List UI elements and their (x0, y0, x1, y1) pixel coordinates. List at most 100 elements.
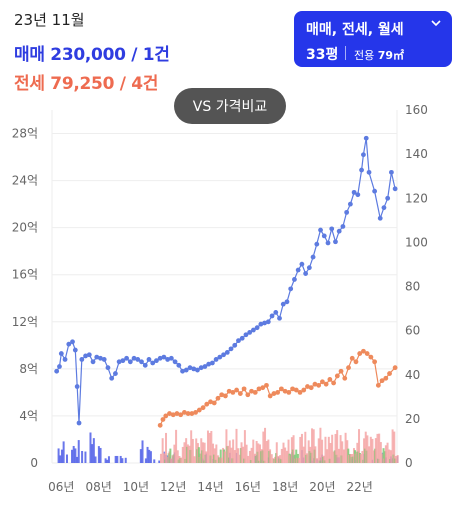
lease-volume-bar (282, 442, 285, 463)
sale-price-point (58, 351, 64, 356)
lease-price-point (320, 379, 325, 385)
sale-price-point (198, 365, 204, 371)
lease-volume-bar (359, 454, 362, 463)
sale-price-point (325, 240, 331, 246)
lease-volume-bar (176, 450, 179, 463)
lease-volume-bar (394, 456, 397, 463)
lease-price-point (211, 400, 217, 406)
lease-volume-bar (339, 435, 342, 463)
lease-volume-bar (230, 447, 233, 463)
sale-volume-bar (124, 457, 127, 463)
lease-price-point (226, 388, 232, 394)
lease-price-point (305, 384, 310, 389)
sale-price-point (57, 364, 62, 369)
lease-price-point (241, 386, 247, 392)
lease-volume-bar (242, 446, 245, 463)
sale-price-point (72, 347, 78, 353)
lease-volume-bar (324, 436, 327, 463)
lease-price-point (196, 407, 202, 413)
y-left-tick-label: 28억 (12, 127, 38, 141)
lease-price-point (174, 411, 180, 416)
sale-price-point (54, 368, 60, 374)
lease-volume-bar (175, 429, 178, 463)
lease-volume-bar (312, 429, 315, 463)
sale-volume-bar (71, 449, 74, 463)
lease-price-point (219, 392, 225, 398)
sale-volume-bar (62, 441, 65, 463)
lease-volume-bar (344, 432, 347, 463)
sale-price-point (206, 361, 212, 367)
sale-volume-bar (106, 459, 109, 463)
lease-volume-bar (235, 428, 238, 463)
trade-type-filter-button[interactable]: 매매, 전세, 월세 33평 전용 79㎡ (294, 11, 452, 67)
sale-price-point (254, 325, 260, 331)
lease-volume-bar (321, 439, 324, 463)
lease-price-point (387, 371, 392, 376)
sale-price-point (168, 355, 174, 361)
lease-price-point (260, 385, 266, 391)
lease-price-point (170, 412, 176, 418)
sale-price-point (295, 267, 301, 273)
sale-volume-bar (119, 455, 122, 463)
monthly-rent-volume-bar (295, 449, 298, 463)
lease-volume-bar (161, 438, 164, 463)
sale-volume-bar (76, 456, 79, 463)
lease-price-point (342, 375, 348, 381)
y-right-tick-label: 140 (405, 147, 428, 161)
sale-price-point (265, 319, 271, 325)
lease-volume-bar (243, 430, 246, 463)
y-left-tick-label: 24억 (12, 174, 38, 188)
sale-price-point (344, 209, 350, 215)
sale-price-point (180, 368, 185, 374)
sale-price-point (66, 341, 72, 347)
lease-price-point (267, 393, 273, 399)
monthly-rent-volume-bar (382, 448, 385, 463)
sale-price-point (273, 309, 279, 315)
lease-price-point (383, 375, 389, 381)
lease-price-point (264, 382, 269, 388)
x-tick-label: 12년 (160, 480, 186, 494)
lease-volume-bar (342, 449, 345, 463)
sale-price-point (236, 338, 241, 344)
lease-volume-bar (159, 453, 162, 463)
lease-volume-bar (206, 430, 209, 463)
x-tick-label: 14년 (197, 480, 223, 494)
lease-volume-bar (205, 451, 208, 463)
lease-price-point (157, 422, 163, 428)
sale-price-point (94, 354, 100, 360)
lease-volume-bar (329, 442, 332, 463)
lease-price-point (297, 390, 303, 395)
lease-volume-bar (366, 435, 369, 463)
lease-price-point (275, 390, 281, 395)
lease-volume-bar (322, 455, 325, 463)
lease-volume-bar (279, 455, 282, 463)
lease-price-point (301, 387, 307, 393)
lease-volume-bar (361, 450, 364, 463)
price-compare-button[interactable]: VS 가격비교 (174, 88, 286, 124)
sale-price-point (336, 228, 342, 234)
lease-price-point (178, 412, 184, 418)
sale-price-point (306, 265, 312, 271)
y-left-tick-label: 16억 (12, 268, 38, 282)
sale-price-point (221, 352, 226, 358)
sale-volume-bar (94, 456, 97, 463)
lease-volume-bar (180, 457, 183, 463)
sale-price-point (310, 254, 316, 260)
lease-price-point (290, 386, 295, 392)
y-right-tick-label: 100 (405, 235, 428, 249)
lease-volume-bar (203, 442, 206, 463)
sale-price-point (191, 366, 197, 372)
sale-price-point (385, 195, 391, 201)
lease-volume-bar (257, 443, 260, 463)
sale-price-point (113, 371, 118, 376)
lease-volume-bar (225, 429, 228, 463)
lease-volume-bar (337, 448, 340, 463)
lease-volume-bar (297, 458, 300, 463)
sale-price-point (101, 357, 107, 362)
lease-volume-bar (316, 458, 319, 463)
lease-volume-bar (173, 444, 176, 463)
sale-price-point (392, 186, 398, 192)
lease-volume-bar (223, 451, 226, 463)
y-right-tick-label: 160 (405, 103, 428, 117)
lease-price-point (252, 390, 258, 395)
